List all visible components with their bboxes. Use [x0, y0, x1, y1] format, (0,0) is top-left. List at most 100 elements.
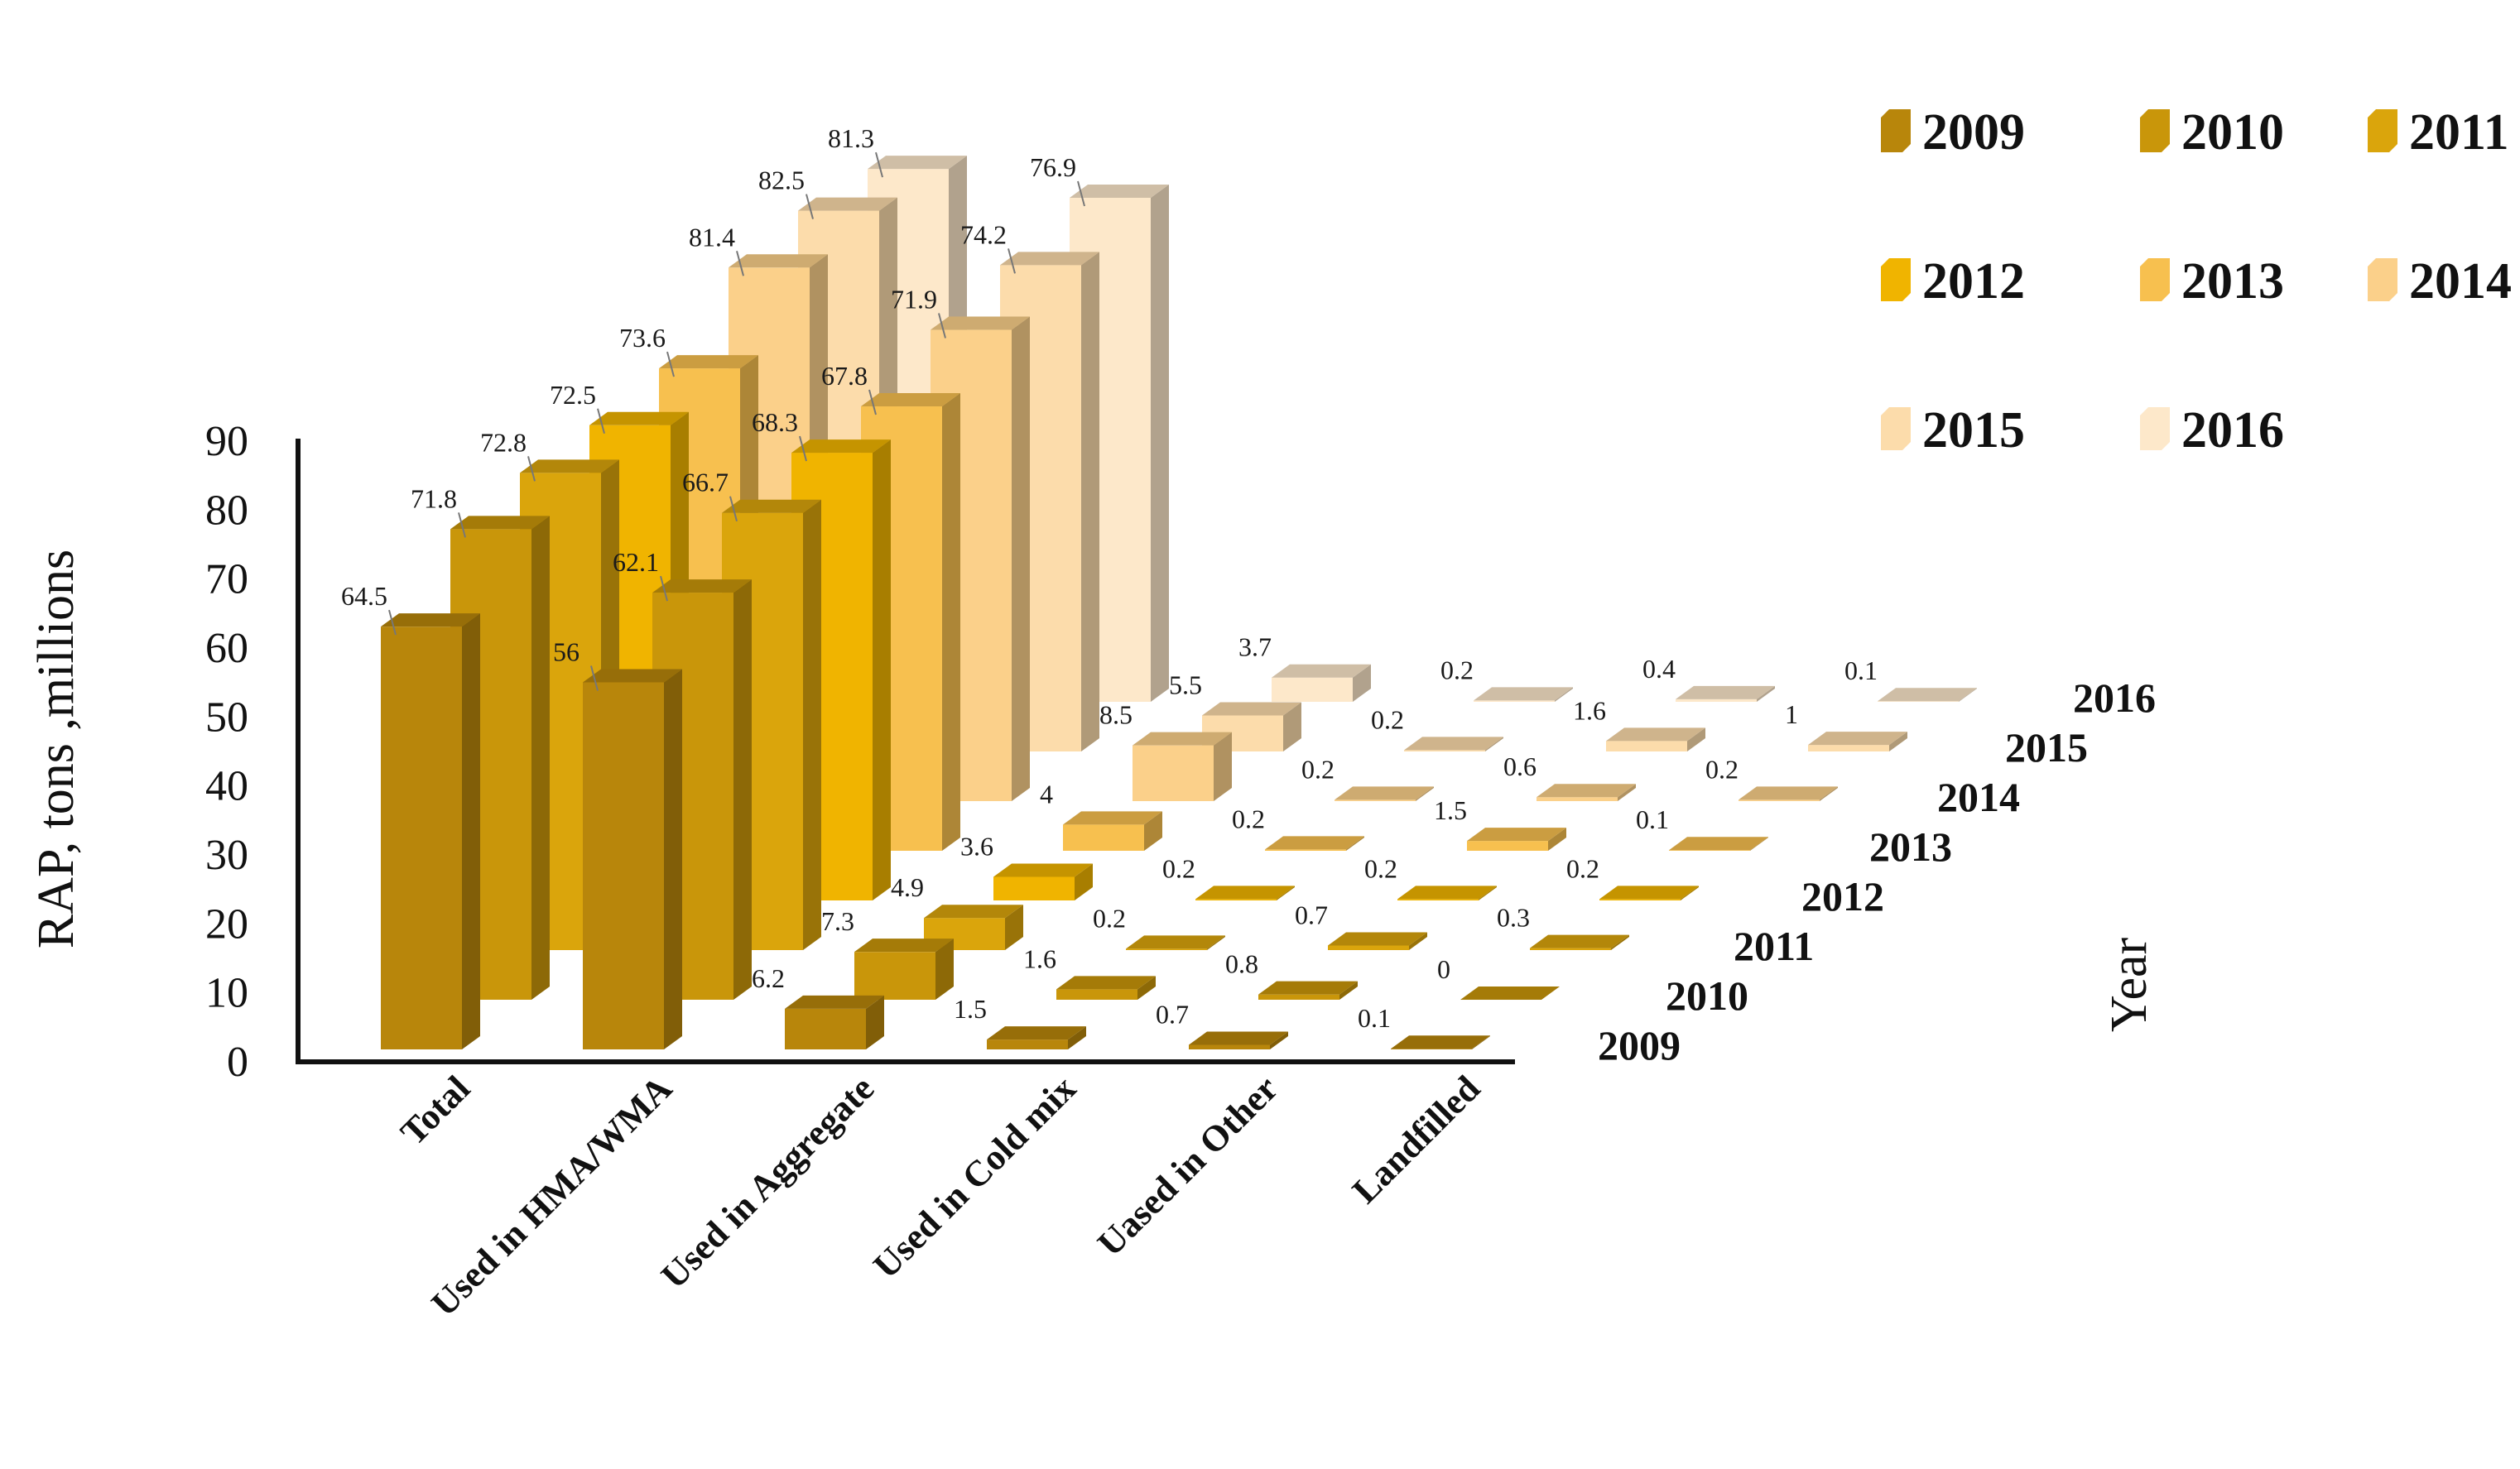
bar-2009-1: [381, 613, 480, 1049]
bar-top-face: [861, 393, 960, 407]
value-label: 0.1: [1358, 1003, 1391, 1033]
legend-item-2009: 2009: [1881, 104, 2025, 161]
bar-top-face: [1474, 687, 1573, 701]
bar-front-face: [1606, 741, 1687, 751]
bar-side-face: [866, 995, 884, 1049]
bar-side-face: [1611, 934, 1629, 950]
y-tick-label: 90: [205, 418, 248, 465]
value-label-leader: [736, 251, 744, 276]
value-label-leader: [1077, 180, 1085, 207]
bar-front-face: [987, 1039, 1068, 1049]
value-label: 0.2: [1566, 853, 1599, 883]
year-label: 2015: [2005, 724, 2088, 771]
bar-top-face: [1056, 976, 1156, 990]
bar-top-face: [583, 669, 682, 683]
y-axis-label: RAP, tons ,millions: [28, 550, 84, 948]
legend-item-2016: 2016: [2140, 402, 2284, 458]
value-label: 0.2: [1301, 754, 1335, 784]
bar-2016-3: [1272, 664, 1371, 702]
value-label: 0.2: [1232, 804, 1265, 833]
y-tick-label: 70: [205, 556, 248, 603]
bar-front-face: [1599, 899, 1681, 900]
bar-top-face: [589, 411, 689, 425]
bar-side-face: [1409, 932, 1427, 950]
bar-side-face: [1548, 828, 1566, 851]
bar-top-face: [987, 1026, 1086, 1040]
bar-top-face: [1878, 688, 1977, 702]
value-label: 81.3: [828, 123, 874, 153]
bar-side-face: [1681, 886, 1699, 900]
year-label: 2013: [1869, 823, 1952, 870]
legend-label: 2010: [2181, 104, 2284, 161]
value-label: 73.6: [619, 323, 666, 353]
bar-side-face: [1889, 732, 1907, 751]
bar-front-face: [1272, 677, 1353, 702]
bar-side-face: [1081, 252, 1099, 751]
bar-top-face: [1739, 786, 1838, 800]
y-tick-label: 80: [205, 487, 248, 534]
bar-front-face: [785, 1008, 866, 1049]
bar-2016-6: [1878, 688, 1977, 702]
bar-front-face: [1397, 899, 1479, 900]
bar-top-face: [652, 579, 752, 593]
bar-top-face: [659, 355, 758, 369]
bar-2009-3: [785, 995, 884, 1049]
bar-front-face: [583, 682, 664, 1049]
bar-top-face: [1606, 727, 1705, 742]
legend-swatch: [2368, 109, 2397, 152]
bar-top-face: [729, 254, 828, 268]
year-label: 2014: [1937, 774, 2020, 820]
value-label-leader: [1008, 248, 1016, 274]
value-label-leader: [938, 313, 946, 338]
bar-front-face: [1063, 824, 1144, 851]
bar-top-face: [1676, 685, 1775, 699]
bar-top-face: [1202, 702, 1301, 716]
bar-side-face: [1416, 786, 1434, 801]
bar-2009-4: [987, 1026, 1086, 1049]
bar-side-face: [1959, 688, 1977, 702]
bar-side-face: [935, 939, 954, 1000]
bar-front-face: [1195, 899, 1277, 900]
bar-2013-4: [1265, 836, 1364, 851]
value-label: 56: [553, 636, 580, 666]
value-label: 1.5: [1434, 795, 1467, 825]
bar-side-face: [1618, 784, 1636, 801]
bar-top-face: [798, 197, 897, 211]
bar-side-face: [1283, 702, 1301, 751]
bar-side-face: [1207, 935, 1225, 950]
value-label-leader: [806, 194, 814, 219]
bar-top-face: [1537, 784, 1636, 798]
bar-top-face: [1272, 664, 1371, 678]
bar-2014-4: [1335, 786, 1434, 801]
bar-top-face: [1397, 886, 1497, 900]
bar-front-face: [1258, 994, 1339, 1000]
bar-top-face: [1189, 1031, 1288, 1045]
bar-2013-3: [1063, 811, 1162, 851]
value-label: 71.8: [411, 483, 457, 513]
bar-2009-6: [1391, 1035, 1490, 1049]
bar-top-face: [1599, 886, 1699, 900]
value-label: 82.5: [758, 166, 805, 195]
y-tick-label: 60: [205, 625, 248, 672]
bar-top-face: [1467, 828, 1566, 842]
bar-side-face: [1068, 1026, 1086, 1049]
bar-front-face: [1669, 850, 1750, 851]
bar-front-face: [993, 876, 1075, 900]
legend-label: 2013: [2181, 253, 2284, 310]
bar-2011-6: [1530, 934, 1629, 950]
bar-top-face: [1258, 981, 1358, 995]
legend-item-2012: 2012: [1881, 253, 2025, 310]
bar-side-face: [733, 579, 752, 1000]
bar-2016-4: [1474, 687, 1573, 702]
y-tick-label: 10: [205, 970, 248, 1017]
bar-side-face: [1346, 836, 1364, 851]
axes: [296, 439, 1515, 1064]
bar-front-face: [1474, 700, 1555, 702]
bar-2014-5: [1537, 784, 1636, 801]
value-label: 0.2: [1093, 903, 1126, 933]
value-label: 62.1: [613, 547, 659, 577]
bar-side-face: [531, 516, 550, 1000]
bar-2015-3: [1202, 702, 1301, 751]
y-tick-label: 30: [205, 832, 248, 879]
bar-side-face: [1270, 1031, 1288, 1049]
